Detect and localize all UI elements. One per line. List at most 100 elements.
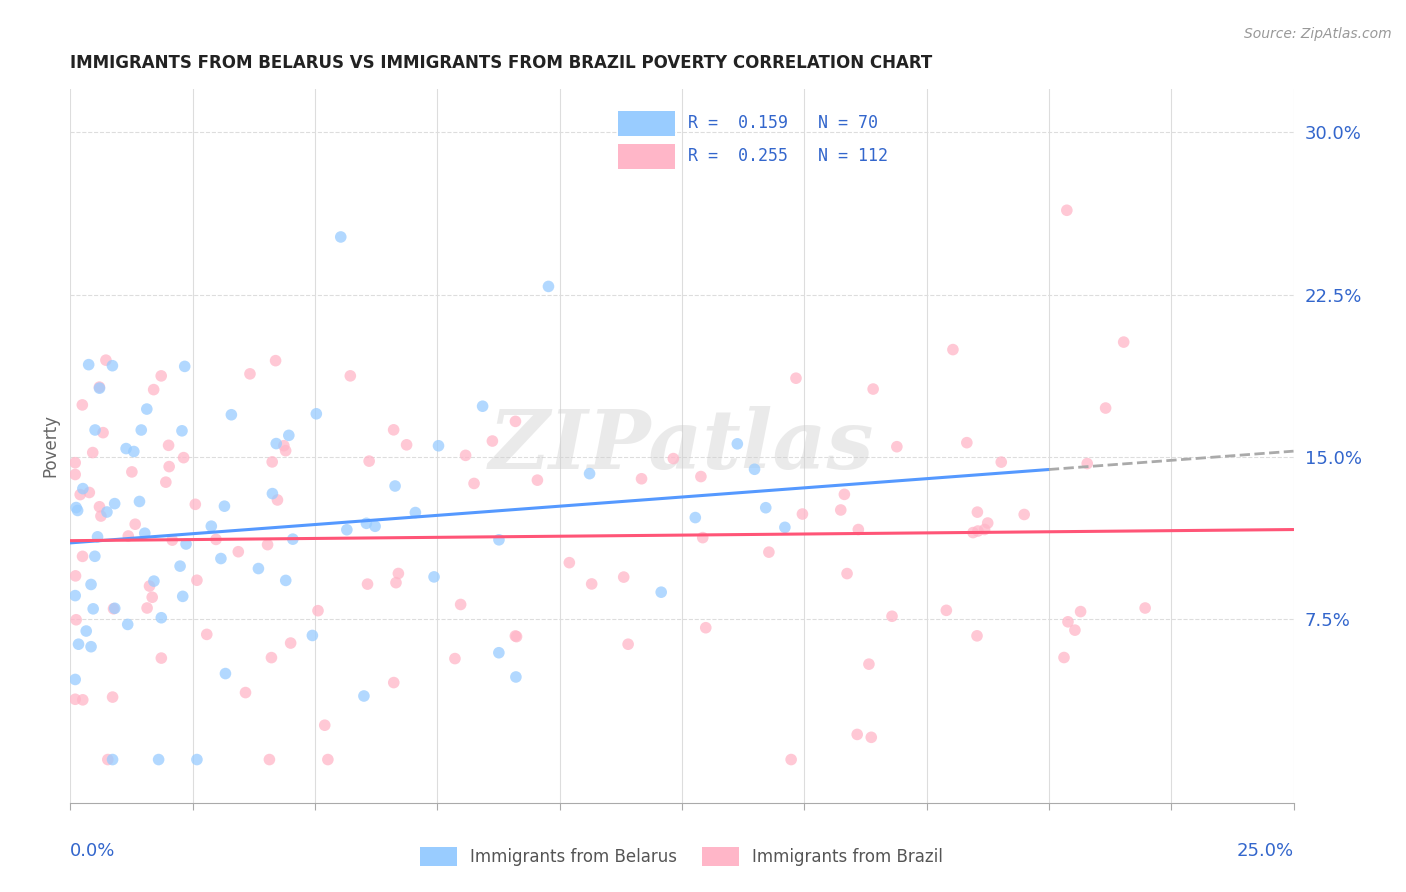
Point xyxy=(174,537,197,551)
Point xyxy=(184,497,207,511)
Point xyxy=(384,479,406,493)
Point xyxy=(235,685,257,699)
Point xyxy=(80,640,103,654)
Point xyxy=(758,545,780,559)
Point xyxy=(67,637,90,651)
Point xyxy=(1056,203,1078,218)
Point xyxy=(134,526,156,541)
Point xyxy=(314,718,336,732)
Point xyxy=(148,753,170,767)
Point xyxy=(356,577,378,591)
Point xyxy=(973,523,995,537)
Point xyxy=(101,753,124,767)
Point xyxy=(117,529,139,543)
Point xyxy=(359,454,381,468)
Point xyxy=(170,424,193,438)
Point xyxy=(63,589,86,603)
Point xyxy=(305,407,328,421)
Point xyxy=(1133,601,1156,615)
Point xyxy=(792,507,814,521)
Point xyxy=(537,279,560,293)
Point xyxy=(356,516,378,531)
Point xyxy=(150,651,173,665)
Point xyxy=(404,506,426,520)
Point xyxy=(395,438,418,452)
Point xyxy=(77,358,100,372)
Point xyxy=(195,627,218,641)
Point xyxy=(307,604,329,618)
Point xyxy=(725,437,748,451)
Point xyxy=(463,476,485,491)
Point xyxy=(935,603,957,617)
Point xyxy=(157,438,180,452)
Point xyxy=(262,486,284,500)
Point xyxy=(84,423,107,437)
Point xyxy=(1070,605,1092,619)
Point xyxy=(1094,401,1116,415)
Text: 0.0%: 0.0% xyxy=(70,842,115,860)
Point xyxy=(488,533,510,547)
Point xyxy=(1076,457,1098,471)
Point xyxy=(382,423,405,437)
Point xyxy=(63,692,86,706)
Point xyxy=(256,538,278,552)
Point xyxy=(860,731,883,745)
Point xyxy=(690,469,713,483)
Point xyxy=(505,414,527,428)
Point xyxy=(773,520,796,534)
Point xyxy=(129,423,152,437)
Point xyxy=(785,371,807,385)
Point xyxy=(471,399,494,413)
Point xyxy=(169,559,191,574)
Point xyxy=(488,646,510,660)
Point xyxy=(150,611,173,625)
Point xyxy=(780,753,803,767)
Point xyxy=(91,425,114,440)
Point xyxy=(886,440,908,454)
Point xyxy=(316,753,339,767)
Point xyxy=(1112,335,1135,350)
Point xyxy=(239,367,262,381)
Point xyxy=(967,524,990,538)
Point xyxy=(155,475,177,490)
Point xyxy=(75,624,97,638)
Point xyxy=(382,675,405,690)
Point xyxy=(353,689,375,703)
Point xyxy=(264,436,287,450)
Text: ZIPatlas: ZIPatlas xyxy=(489,406,875,486)
Point xyxy=(96,505,118,519)
Point xyxy=(685,510,707,524)
Point xyxy=(82,602,104,616)
Point xyxy=(942,343,965,357)
Point xyxy=(200,519,222,533)
Point xyxy=(172,590,194,604)
Point xyxy=(72,693,94,707)
Point xyxy=(481,434,503,448)
Point xyxy=(846,727,869,741)
Point xyxy=(1064,623,1087,637)
Point xyxy=(63,673,86,687)
Point xyxy=(186,573,208,587)
Point xyxy=(744,462,766,476)
Y-axis label: Poverty: Poverty xyxy=(41,415,59,477)
Point xyxy=(505,630,527,644)
Point xyxy=(121,465,143,479)
Point xyxy=(613,570,636,584)
Point xyxy=(692,531,714,545)
Point xyxy=(103,601,125,615)
Point xyxy=(966,505,988,519)
Point xyxy=(162,533,184,548)
Point xyxy=(846,523,869,537)
Point xyxy=(173,359,195,374)
Point xyxy=(834,487,856,501)
Point xyxy=(72,549,94,564)
Point xyxy=(104,497,127,511)
Point xyxy=(221,408,243,422)
Point xyxy=(124,517,146,532)
Point xyxy=(186,753,208,767)
Point xyxy=(142,574,165,588)
Point xyxy=(1053,650,1076,665)
Point xyxy=(858,657,880,672)
Point xyxy=(90,509,112,524)
Point xyxy=(80,577,103,591)
